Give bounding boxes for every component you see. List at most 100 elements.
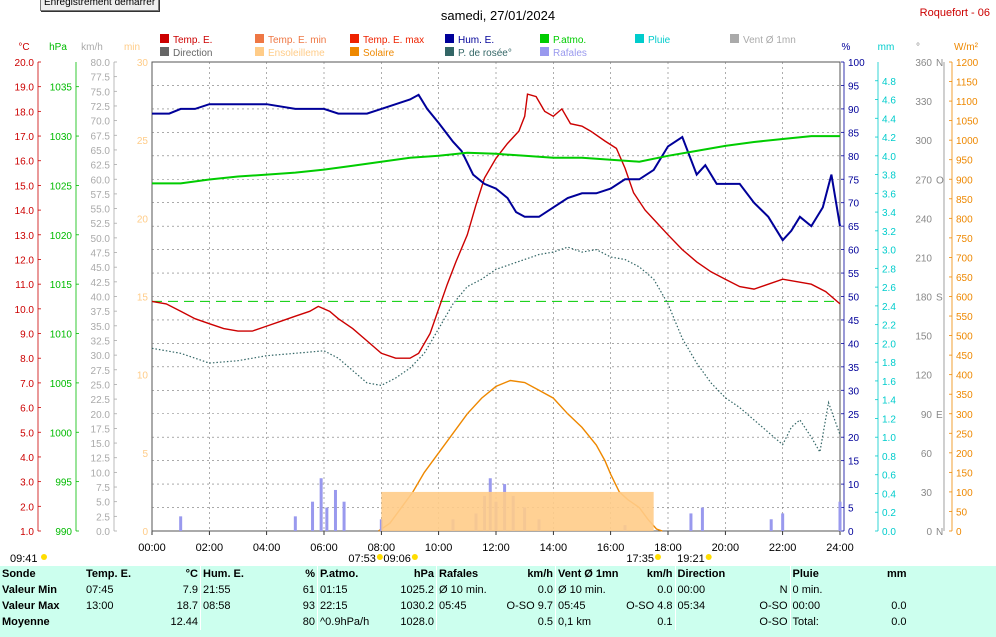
stats-cell: Moyenne bbox=[2, 616, 50, 628]
time-axis-label: 24:00 bbox=[826, 542, 854, 554]
temp-axis-tick-label: 18.0 bbox=[15, 107, 35, 118]
stats-cell: 13:00 bbox=[86, 600, 114, 612]
chart-axes: °C hPa km/h min% mm ° W/m² 1.0 2.0 3.0 4.0 5.0 6.0 7.… bbox=[10, 42, 979, 565]
temp-axis-tick-label: 1.0 bbox=[20, 527, 34, 538]
rain-axis-tick-label: 0.8 bbox=[882, 452, 896, 463]
legend-label: Temp. E. bbox=[173, 35, 212, 46]
rain-axis-tick-label: 1.6 bbox=[882, 377, 896, 388]
axis-unit-direction: ° bbox=[916, 42, 920, 53]
humidity-axis-tick-label: 65 bbox=[848, 222, 860, 233]
stats-cell: 00:00 bbox=[674, 582, 750, 598]
wind-axis-tick-label: 65.0 bbox=[91, 146, 111, 157]
sunshine-axis-tick-label: 20 bbox=[137, 214, 149, 225]
sunshine-axis-tick-label: 15 bbox=[137, 293, 149, 304]
wind-axis-tick-label: 77.5 bbox=[91, 73, 111, 84]
solar-axis-tick-label: 1050 bbox=[956, 117, 979, 128]
legend-swatch bbox=[255, 47, 264, 56]
rain-axis-tick-label: 3.8 bbox=[882, 171, 896, 182]
stats-cell: Temp. E. bbox=[86, 568, 132, 580]
solar-axis-tick-label: 800 bbox=[956, 214, 973, 225]
wind-axis-tick-label: 0.0 bbox=[96, 527, 110, 538]
direction-cardinal-label: O bbox=[936, 175, 944, 186]
direction-axis-tick-label: 60 bbox=[921, 449, 933, 460]
wind-axis-tick-label: 45.0 bbox=[91, 263, 111, 274]
legend-swatch bbox=[255, 34, 264, 43]
solar-axis-tick-label: 450 bbox=[956, 351, 973, 362]
stats-cell: N bbox=[779, 584, 788, 596]
pressure-axis-tick-label: 1020 bbox=[50, 231, 73, 242]
stats-cell: O-SO 9.7 bbox=[506, 600, 553, 612]
rain-axis-tick-label: 3.0 bbox=[882, 246, 896, 257]
humidity-axis-tick-label: 35 bbox=[848, 363, 860, 374]
wind-axis-tick-label: 7.5 bbox=[96, 483, 110, 494]
solar-axis-tick-label: 50 bbox=[956, 507, 968, 518]
rain-axis-tick-label: 4.0 bbox=[882, 152, 896, 163]
direction-axis-tick-label: 150 bbox=[915, 332, 932, 343]
legend-swatch bbox=[350, 47, 359, 56]
stats-cell: 93 bbox=[302, 600, 315, 612]
wind-axis-tick-label: 37.5 bbox=[91, 307, 111, 318]
stats-cell bbox=[436, 614, 501, 630]
wind-axis-tick-label: 47.5 bbox=[91, 249, 111, 260]
direction-axis-tick-label: 180 bbox=[915, 293, 932, 304]
wind-axis-tick-label: 60.0 bbox=[91, 175, 111, 186]
series-line bbox=[152, 135, 840, 185]
stats-panel: Sonde Temp. E. °C Hum. E. % P.atmo. hPa … bbox=[0, 566, 996, 637]
wind-axis-tick-label: 72.5 bbox=[91, 102, 111, 113]
stats-cell: km/h bbox=[527, 568, 553, 580]
legend-label: Temp. E. max bbox=[363, 35, 424, 46]
rain-axis-tick-label: 2.6 bbox=[882, 283, 896, 294]
solar-axis-tick-label: 600 bbox=[956, 293, 973, 304]
stats-cell: 7.9 bbox=[182, 584, 198, 596]
chart-legend: Temp. E. Temp. E. min Temp. E. max Hum. E. P… bbox=[160, 34, 796, 59]
legend-swatch bbox=[730, 34, 739, 43]
legend-label: Rafales bbox=[553, 48, 587, 59]
stats-cell: 1025.2 bbox=[400, 584, 434, 596]
direction-axis-tick-label: 30 bbox=[921, 488, 933, 499]
stats-cell: Hum. E. bbox=[200, 566, 283, 582]
stats-cell: 0.0 bbox=[537, 584, 553, 596]
rain-axis-tick-label: 3.4 bbox=[882, 208, 896, 219]
direction-axis-tick-label: 120 bbox=[915, 371, 932, 382]
rain-axis-tick-label: 4.4 bbox=[882, 114, 896, 125]
solar-axis-tick-label: 250 bbox=[956, 429, 973, 440]
stats-table: Sonde Temp. E. °C Hum. E. % P.atmo. hPa … bbox=[0, 566, 909, 630]
stats-cell: 22:15 bbox=[317, 598, 392, 614]
solar-axis-tick-label: 550 bbox=[956, 312, 973, 323]
direction-axis-tick-label: 270 bbox=[915, 175, 932, 186]
temp-axis-tick-label: 15.0 bbox=[15, 181, 35, 192]
wind-axis-tick-label: 32.5 bbox=[91, 336, 111, 347]
axis-unit-temp: °C bbox=[18, 42, 29, 53]
humidity-axis-tick-label: 95 bbox=[848, 81, 860, 92]
axis-unit-sunshine: min bbox=[124, 42, 140, 53]
stats-cell: Sonde bbox=[2, 568, 36, 580]
sun-time-label: 07:53 bbox=[348, 553, 376, 565]
wind-axis-tick-label: 42.5 bbox=[91, 278, 111, 289]
wind-axis-tick-label: 70.0 bbox=[91, 117, 111, 128]
stats-cell: Pluie bbox=[789, 566, 865, 582]
direction-axis-tick-label: 210 bbox=[915, 253, 932, 264]
series-line bbox=[152, 93, 841, 242]
stats-cell: 0,1 km bbox=[554, 614, 621, 630]
temp-axis-tick-label: 2.0 bbox=[20, 502, 34, 513]
rain-axis-tick-label: 1.0 bbox=[882, 433, 896, 444]
rain-axis-tick-label: 1.4 bbox=[882, 396, 896, 407]
rain-axis-tick-label: 0.2 bbox=[882, 508, 896, 519]
humidity-axis-tick-label: 70 bbox=[848, 199, 860, 210]
record-button[interactable]: Enregistrement démarrer bbox=[40, 0, 160, 11]
rain-axis-tick-label: 4.2 bbox=[882, 133, 896, 144]
solar-axis-tick-label: 1200 bbox=[956, 58, 979, 69]
stats-cell: 05:34 bbox=[674, 598, 750, 614]
stats-cell: Valeur Min bbox=[2, 584, 58, 596]
legend-label: Direction bbox=[173, 48, 212, 59]
wind-axis-tick-label: 5.0 bbox=[96, 498, 110, 509]
solar-axis-tick-label: 650 bbox=[956, 273, 973, 284]
stats-cell: 0.1 bbox=[657, 616, 673, 628]
stats-cell: mm bbox=[886, 568, 907, 580]
humidity-axis-tick-label: 5 bbox=[848, 504, 854, 515]
legend-swatch bbox=[350, 34, 359, 43]
stats-cell bbox=[865, 582, 909, 598]
temp-axis-tick-label: 19.0 bbox=[15, 83, 35, 94]
humidity-axis-tick-label: 25 bbox=[848, 410, 860, 421]
humidity-axis-tick-label: 45 bbox=[848, 316, 860, 327]
